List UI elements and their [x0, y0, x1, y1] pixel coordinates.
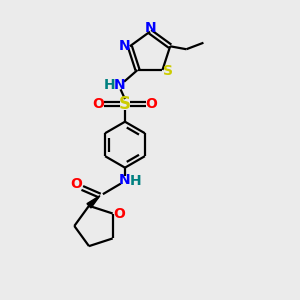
Text: O: O — [146, 98, 158, 111]
Text: O: O — [113, 206, 125, 220]
Text: H: H — [103, 78, 115, 92]
Text: H: H — [130, 174, 141, 188]
Text: N: N — [119, 39, 130, 53]
Text: N: N — [114, 78, 126, 92]
Text: O: O — [92, 98, 104, 111]
Text: S: S — [163, 64, 173, 79]
Text: N: N — [145, 21, 156, 35]
Text: S: S — [119, 95, 131, 113]
Polygon shape — [87, 196, 100, 208]
Text: O: O — [71, 177, 82, 191]
Text: N: N — [118, 173, 130, 187]
